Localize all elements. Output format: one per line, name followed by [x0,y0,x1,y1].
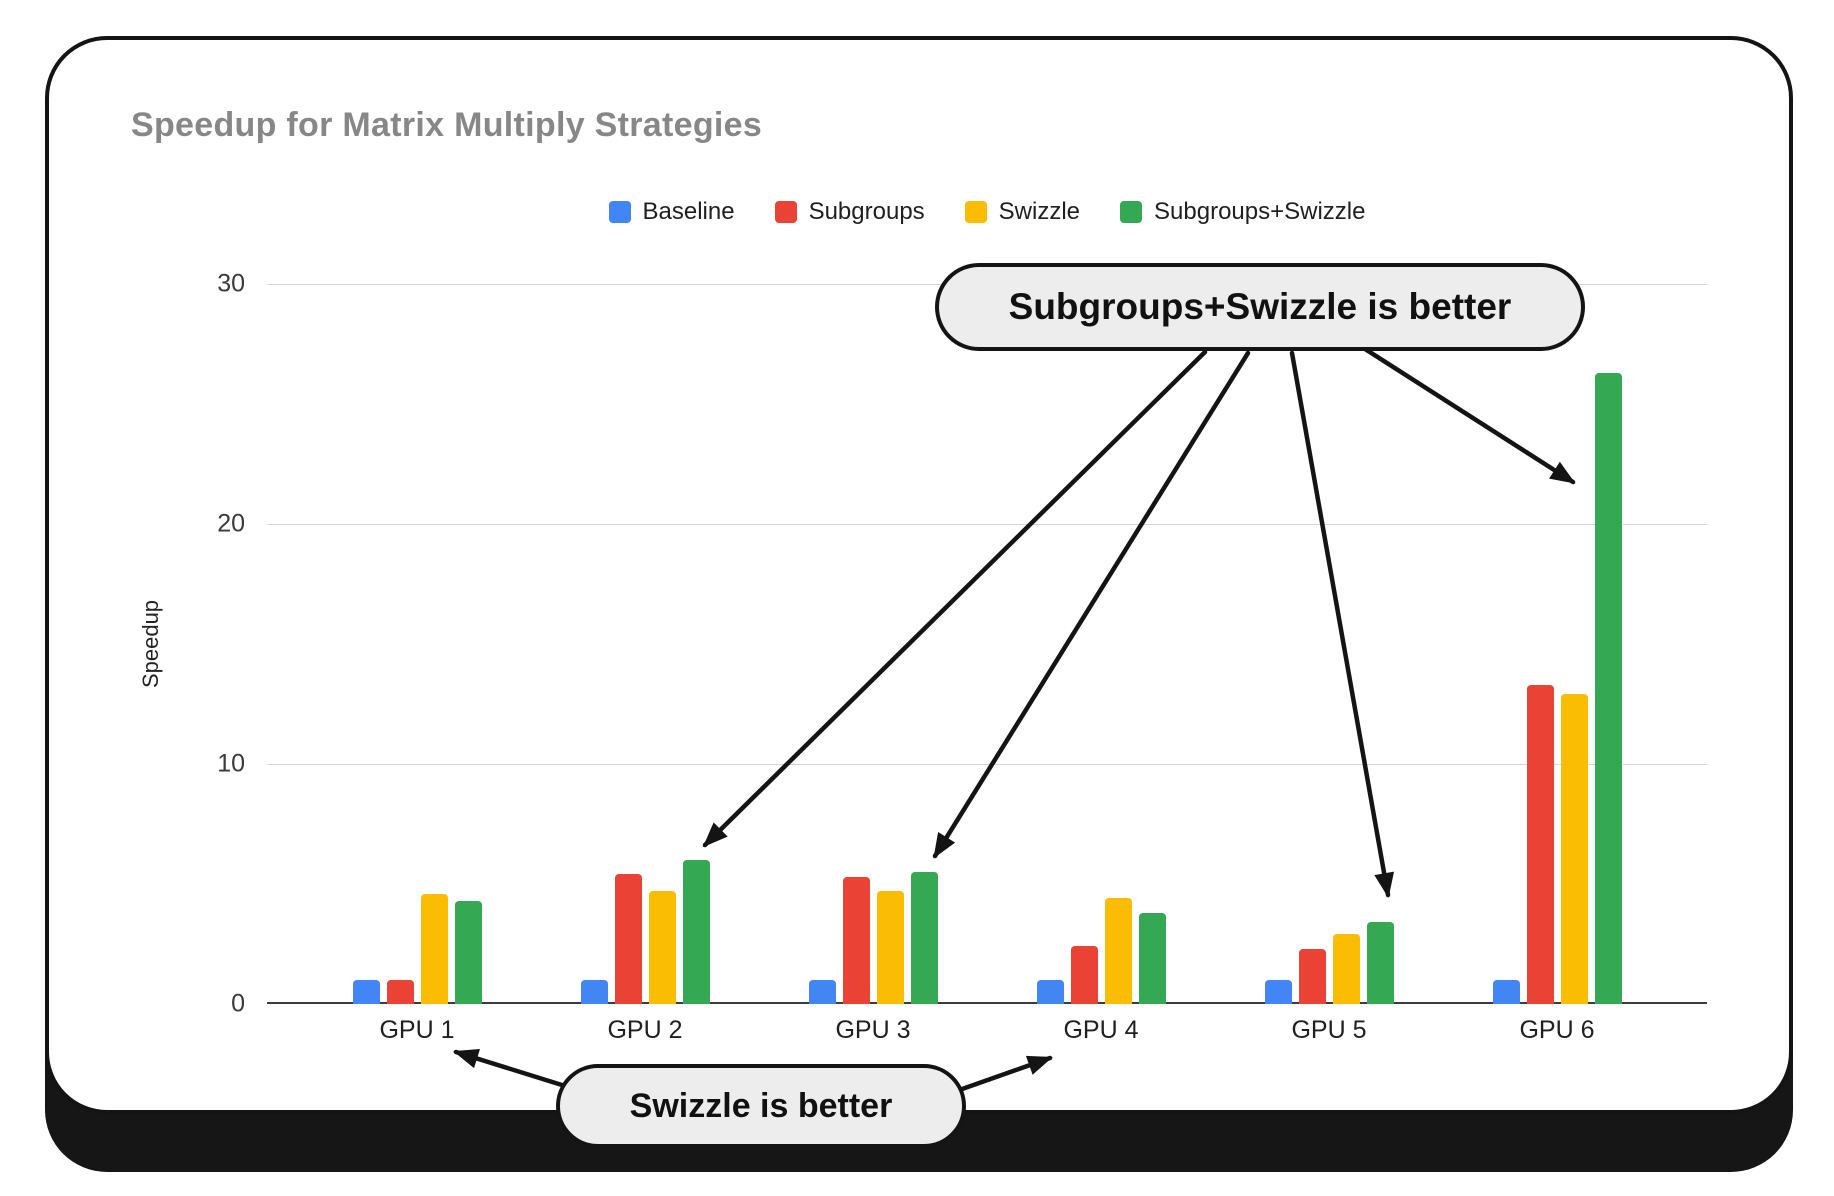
legend-swatch [964,201,987,223]
legend-label: Baseline [642,198,735,225]
legend-swatch [1120,201,1143,223]
bar-swizzle-gpu-2 [648,891,676,1004]
legend-item-swizzle: Swizzle [964,198,1081,226]
bar-subgroups-swizzle-gpu-3 [910,872,938,1004]
x-axis-label: GPU 1 [379,1016,455,1044]
bar-group-gpu-2: GPU 2 [531,284,759,1044]
bar-baseline-gpu-3 [808,980,836,1004]
legend-item-subgroups-swizzle: Subgroups+Swizzle [1120,198,1365,226]
bar-swizzle-gpu-3 [876,891,904,1004]
chart-card: Speedup for Matrix Multiply Strategies B… [45,36,1793,1114]
bar-subgroups-gpu-6 [1526,684,1554,1004]
bar-subgroups-swizzle-gpu-1 [454,900,482,1004]
legend-swatch [608,201,631,223]
bar-subgroups-gpu-3 [842,876,870,1004]
chart-title: Speedup for Matrix Multiply Strategies [131,106,763,144]
annotation-subgroups-swizzle-better: Subgroups+Swizzle is better [935,263,1585,351]
y-tick-label: 10 [217,749,245,778]
bar-subgroups-gpu-5 [1298,948,1326,1004]
x-axis-label: GPU 2 [607,1016,683,1044]
bar-baseline-gpu-6 [1492,980,1520,1004]
bar-group-gpu-1: GPU 1 [303,284,531,1044]
bar-baseline-gpu-5 [1264,980,1292,1004]
legend-item-subgroups: Subgroups [774,198,925,226]
bar-baseline-gpu-4 [1036,980,1064,1004]
legend: Baseline Subgroups Swizzle Subgroups+Swizzl… [267,198,1707,226]
y-axis-title-wrap: Speedup [131,284,171,1004]
bar-subgroups-gpu-4 [1070,946,1098,1004]
plot-area: Speedup 0 10 20 30 GPU 1 GPU 2 GPU 3 GPU 4 GPU 5… [138,270,1707,1044]
x-axis-line [267,1002,1707,1004]
legend-label: Subgroups [808,198,925,225]
bar-group-gpu-5: GPU 5 [1215,284,1443,1044]
y-tick-label: 30 [217,269,245,298]
y-axis-title: Speedup [138,599,163,689]
x-axis-label: GPU 4 [1063,1016,1139,1044]
bar-group-gpu-3: GPU 3 [759,284,987,1044]
bar-groups: GPU 1 GPU 2 GPU 3 GPU 4 GPU 5 GPU 6 [267,284,1707,1044]
bar-baseline-gpu-2 [580,980,608,1004]
legend-label: Swizzle [998,198,1081,225]
bar-subgroups-gpu-2 [614,874,642,1004]
bar-subgroups-swizzle-gpu-6 [1594,372,1622,1004]
y-tick-label: 0 [231,989,245,1018]
bar-swizzle-gpu-6 [1560,694,1588,1004]
annotation-swizzle-better: Swizzle is better [556,1064,966,1148]
bar-baseline-gpu-1 [352,980,380,1004]
bar-swizzle-gpu-5 [1332,934,1360,1004]
bar-subgroups-swizzle-gpu-5 [1366,922,1394,1004]
bar-group-gpu-4: GPU 4 [987,284,1215,1044]
bar-subgroups-swizzle-gpu-4 [1138,912,1166,1004]
legend-label: Subgroups+Swizzle [1154,198,1366,225]
legend-swatch [774,201,797,223]
bar-subgroups-swizzle-gpu-2 [682,860,710,1004]
bar-subgroups-gpu-1 [386,980,414,1004]
y-tick-label: 20 [217,509,245,538]
x-axis-label: GPU 5 [1291,1016,1367,1044]
x-axis-label: GPU 3 [835,1016,911,1044]
x-axis-label: GPU 6 [1519,1016,1595,1044]
legend-item-baseline: Baseline [608,198,735,226]
bar-swizzle-gpu-4 [1104,898,1132,1004]
bar-group-gpu-6: GPU 6 [1443,284,1671,1044]
bar-swizzle-gpu-1 [420,893,448,1004]
